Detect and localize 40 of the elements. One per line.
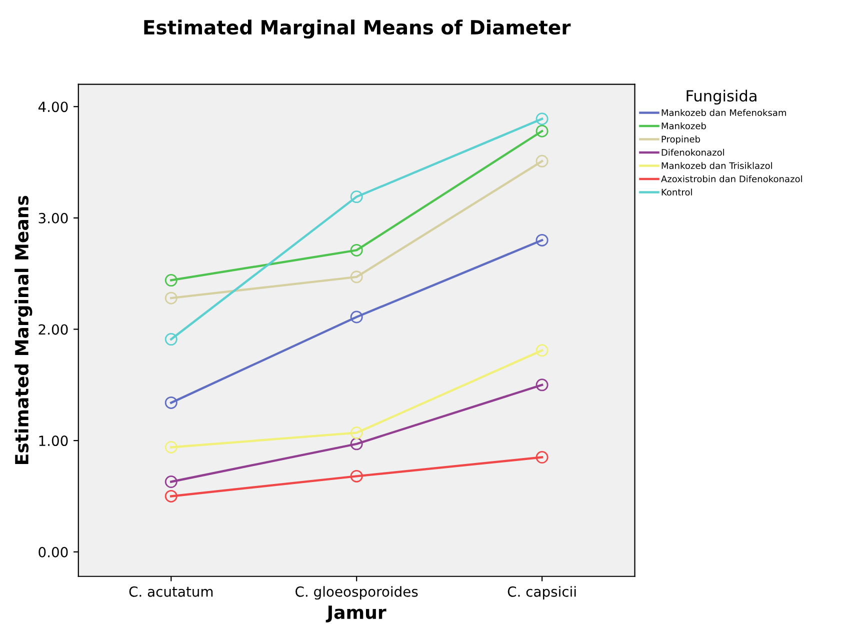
legend-label: Kontrol bbox=[662, 188, 692, 196]
legend-label: Difenokonazol bbox=[662, 148, 724, 156]
point bbox=[536, 451, 548, 464]
y-tick-label: 0.00 bbox=[38, 546, 68, 558]
point bbox=[350, 470, 363, 482]
point bbox=[164, 333, 178, 346]
x-tick-label: C. gloeosporoides bbox=[296, 586, 418, 600]
point bbox=[536, 378, 548, 392]
legend-label: Mankozeb bbox=[662, 122, 706, 130]
legend-label: Azoxistrobin dan Difenokonazol bbox=[661, 175, 802, 182]
point bbox=[350, 438, 363, 450]
point bbox=[164, 274, 178, 287]
y-axis-title: Estimated Marginal Means bbox=[14, 196, 32, 464]
point bbox=[350, 310, 363, 324]
legend-label: Mankozeb dan Mefenoksam bbox=[662, 109, 786, 116]
x-tick-label: C. acutatum bbox=[129, 586, 213, 597]
legend-label: Propineb bbox=[662, 136, 700, 144]
legend-label: Mankozeb dan Trisiklazol bbox=[662, 162, 772, 170]
point bbox=[164, 292, 178, 304]
x-axis-title: Jamur bbox=[326, 606, 386, 622]
point bbox=[350, 190, 363, 204]
point bbox=[164, 441, 178, 454]
legend-title: Fungisida bbox=[686, 90, 756, 105]
y-tick-label: 2.00 bbox=[38, 324, 68, 335]
point bbox=[164, 490, 178, 502]
point bbox=[350, 426, 363, 440]
point bbox=[536, 124, 548, 138]
chart-title: Estimated Marginal Means of Diameter bbox=[144, 20, 571, 39]
point bbox=[164, 476, 178, 488]
point bbox=[536, 234, 548, 246]
point bbox=[536, 112, 548, 126]
y-tick-label: 1.00 bbox=[39, 436, 68, 446]
y-tick-label: 3.00 bbox=[38, 212, 68, 224]
point bbox=[536, 344, 548, 357]
y-tick-label: 4.00 bbox=[38, 102, 68, 112]
point bbox=[164, 396, 178, 409]
point bbox=[350, 244, 363, 256]
point bbox=[536, 154, 548, 168]
point bbox=[350, 270, 363, 284]
x-tick-label: C. capsicii bbox=[508, 586, 576, 600]
